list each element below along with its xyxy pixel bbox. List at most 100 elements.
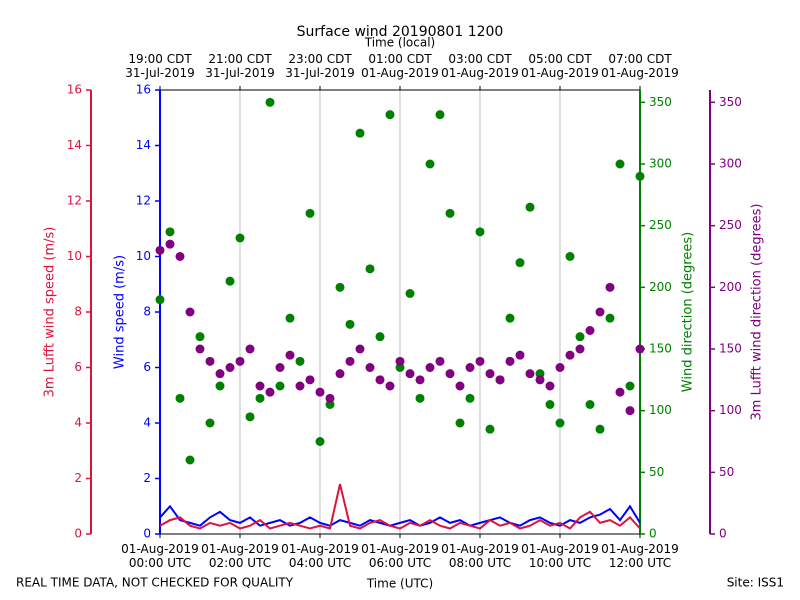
y3-tick-label: 10 [67,249,82,263]
scatter-point [315,437,325,446]
scatter-point [605,313,615,323]
scatter-point [325,393,335,403]
y2-tick-label: 150 [649,342,672,356]
scatter-point [615,159,625,169]
scatter-point [265,97,275,107]
y-tick-label: 16 [136,83,151,97]
scatter-point [465,393,475,403]
scatter-point [225,276,235,286]
scatter-point [495,375,505,385]
scatter-point [425,159,435,169]
y2-tick-label: 200 [649,280,672,294]
scatter-point [375,332,385,342]
scatter-point [485,369,495,379]
y4-tick-label: 350 [719,95,742,109]
scatter-point [595,307,605,317]
x-tick-label: 01-Aug-2019 06:00 UTC [361,542,439,570]
x2-tick-label: 07:00 CDT 01-Aug-2019 [601,52,679,80]
y2-tick-label: 350 [649,95,672,109]
scatter-point [155,295,165,305]
scatter-point [485,424,495,434]
scatter-point [215,369,225,379]
scatter-point [585,326,595,335]
scatter-point [405,289,415,298]
scatter-point [475,356,485,366]
scatter-point [335,282,345,292]
scatter-point [635,171,645,181]
y-tick-label: 0 [143,527,151,541]
y3-tick-label: 0 [74,527,82,541]
y2-tick-label: 300 [649,157,672,171]
scatter-point [525,369,535,379]
chart-title: Surface wind 20190801 1200 [297,24,504,40]
x2-tick-label: 01:00 CDT 01-Aug-2019 [361,52,439,80]
scatter-point [355,128,365,138]
scatter-point [395,356,405,366]
y-tick-label: 12 [136,194,151,208]
y4-tick-label: 150 [719,342,742,356]
scatter-point [245,344,255,354]
scatter-point [355,344,365,354]
scatter-point [565,350,575,360]
y4-tick-label: 300 [719,157,742,171]
scatter-point [535,369,545,379]
scatter-point [385,110,395,120]
scatter-point [335,369,345,379]
scatter-point [405,369,415,379]
scatter-point [175,252,185,261]
x2-axis-label: Time (local) [364,36,436,50]
scatter-point [425,363,435,372]
scatter-point [185,307,195,317]
x-tick-label: 01-Aug-2019 08:00 UTC [441,542,519,570]
scatter-point [345,319,355,329]
scatter-point [215,381,225,391]
x-tick-label: 01-Aug-2019 12:00 UTC [601,542,679,570]
scatter-point [255,381,265,391]
x2-tick-label: 23:00 CDT 31-Jul-2019 [285,52,355,80]
scatter-point [365,363,375,372]
scatter-point [175,393,185,403]
site-label: Site: ISS1 [727,576,784,590]
x-tick-label: 01-Aug-2019 02:00 UTC [201,542,279,570]
scatter-point [265,387,275,397]
y4-tick-label: 0 [719,527,727,541]
scatter-point [365,264,375,274]
scatter-point [185,455,195,465]
scatter-point [295,356,305,366]
y3-tick-label: 8 [74,305,82,319]
y-tick-label: 10 [136,249,151,263]
y-tick-label: 14 [136,138,151,152]
scatter-point [325,400,335,409]
scatter-point [465,363,475,372]
x-tick-label: 01-Aug-2019 04:00 UTC [281,542,359,570]
scatter-point [305,208,315,218]
scatter-point [445,208,455,218]
y2-axis-label: Wind direction (degrees) [681,232,696,392]
scatter-point [165,239,175,249]
scatter-point [625,381,635,391]
scatter-point [525,202,535,212]
scatter-point [585,400,595,409]
y3-tick-label: 14 [67,138,82,152]
scatter-point [205,356,215,366]
scatter-point [385,381,395,391]
y2-tick-label: 100 [649,403,672,417]
scatter-point [295,381,305,391]
scatter-point [315,387,325,397]
scatter-point [615,387,625,397]
scatter-point [305,375,315,385]
scatter-point [575,332,585,342]
y3-tick-label: 12 [67,194,82,208]
scatter-point [555,363,565,372]
x-tick-label: 01-Aug-2019 10:00 UTC [521,542,599,570]
scatter-point [255,393,265,403]
y-axis-label: Wind speed (m/s) [113,255,128,369]
y-tick-label: 2 [143,471,151,485]
y3-tick-label: 4 [74,416,82,430]
y-tick-label: 4 [143,416,151,430]
scatter-point [575,344,585,354]
scatter-point [395,363,405,372]
scatter-point [195,344,205,354]
scatter-point [245,412,255,422]
